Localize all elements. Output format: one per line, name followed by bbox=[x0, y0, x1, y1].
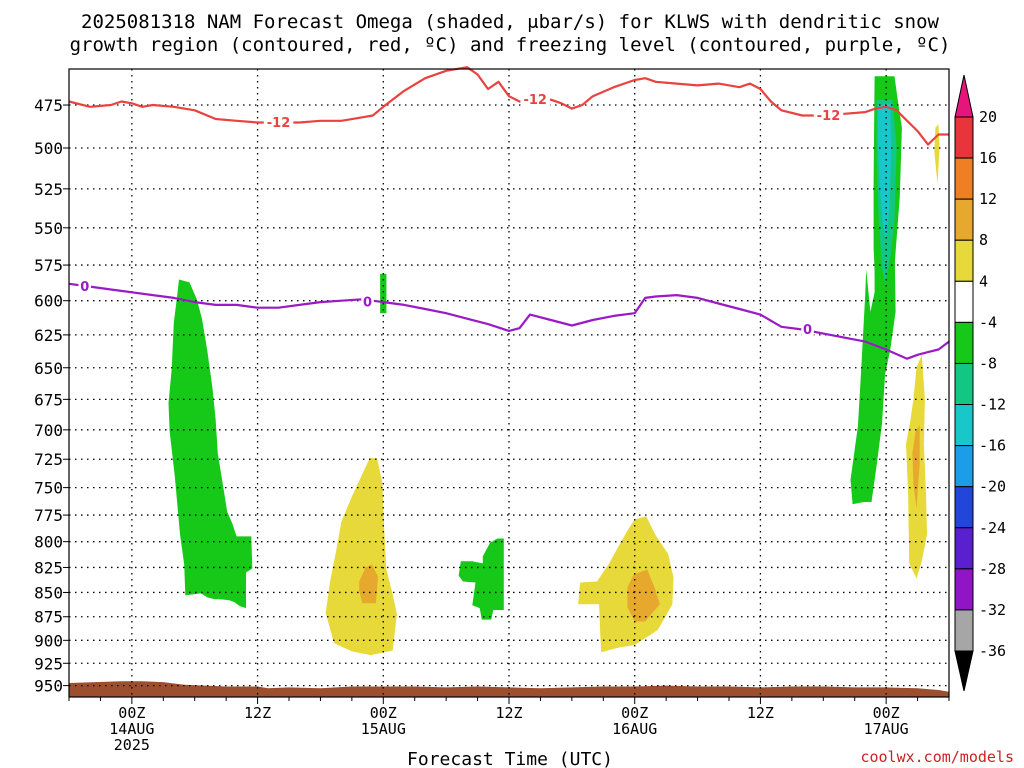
x-tick-label-0-2: 2025 bbox=[114, 736, 150, 754]
colorbar-swatch-9 bbox=[954, 486, 974, 529]
plot-frame bbox=[68, 68, 950, 698]
y-tick-label-500: 500 bbox=[34, 139, 63, 158]
axes: 475 500 525 550 575 600 625 650 675 700 725 750 775 8… bbox=[34, 68, 950, 754]
omega-region-8 bbox=[359, 564, 378, 604]
colorbar-swatch-12 bbox=[954, 609, 974, 652]
colorbar-swatch-11 bbox=[954, 568, 974, 611]
contour-label-bg-1-2 bbox=[801, 321, 814, 337]
y-tick-label-825: 825 bbox=[34, 558, 63, 577]
x-tick-label-3-0: 12Z bbox=[495, 704, 522, 722]
omega-region-0 bbox=[168, 279, 253, 609]
plot-area bbox=[69, 76, 949, 697]
y-tick-label-625: 625 bbox=[34, 326, 63, 345]
contour-label-bg-1-1 bbox=[361, 294, 374, 310]
colorbar-bottom-arrow bbox=[954, 650, 974, 692]
colorbar-swatch-6 bbox=[954, 362, 974, 406]
x-tick-label-6-0: 00Z bbox=[873, 704, 900, 722]
colorbar-level-0: 20 bbox=[979, 108, 997, 126]
x-tick-label-4-1: 16AUG bbox=[612, 720, 657, 738]
colorbar-level-3: 8 bbox=[979, 231, 988, 249]
y-tick-label-650: 650 bbox=[34, 359, 63, 378]
colorbar-level-8: -16 bbox=[979, 437, 1006, 455]
omega-region-7 bbox=[325, 458, 397, 656]
colorbar-swatch-3 bbox=[954, 239, 974, 282]
colorbar-level-11: -28 bbox=[979, 560, 1006, 578]
colorbar-swatch-1 bbox=[954, 157, 974, 200]
y-tick-label-725: 725 bbox=[34, 450, 63, 469]
colorbar-level-13: -36 bbox=[979, 642, 1006, 660]
terrain-fill bbox=[69, 681, 949, 697]
omega-region-13 bbox=[934, 124, 940, 185]
y-tick-label-575: 575 bbox=[34, 256, 63, 275]
contour-label-1-1: 0 bbox=[363, 296, 372, 311]
y-tick-label-600: 600 bbox=[34, 292, 63, 311]
colorbar-swatch-0 bbox=[954, 116, 974, 159]
colorbar-level-6: -8 bbox=[979, 354, 997, 372]
x-axis-label: Forecast Time (UTC) bbox=[407, 749, 613, 768]
colorbar-level-12: -32 bbox=[979, 601, 1006, 619]
colorbar-swatch-10 bbox=[954, 527, 974, 570]
x-tick-label-0-1: 14AUG bbox=[109, 720, 154, 738]
contour-label-0-2: -12 bbox=[817, 109, 841, 124]
colorbar-level-9: -20 bbox=[979, 478, 1006, 496]
colorbar-level-1: 16 bbox=[979, 149, 997, 167]
colorbar-level-4: 4 bbox=[979, 272, 988, 290]
colorbar-level-2: 12 bbox=[979, 190, 997, 208]
colorbar: 20 16 12 8 4 -4 -8 -12 -16 -20 -24 -28 -32 -36 bbox=[954, 74, 1006, 692]
y-tick-label-700: 700 bbox=[34, 421, 63, 440]
y-tick-label-850: 850 bbox=[34, 583, 63, 602]
contour-label-1-2: 0 bbox=[803, 323, 812, 338]
colorbar-swatch-2 bbox=[954, 198, 974, 241]
y-tick-label-750: 750 bbox=[34, 479, 63, 498]
contour-line-1 bbox=[68, 282, 950, 360]
y-tick-label-800: 800 bbox=[34, 533, 63, 552]
y-tick-label-675: 675 bbox=[34, 390, 63, 409]
credit-text: coolwx.com/models bbox=[860, 748, 1014, 766]
colorbar-level-7: -12 bbox=[979, 396, 1006, 414]
y-tick-label-550: 550 bbox=[34, 219, 63, 238]
omega-region-9 bbox=[578, 516, 674, 653]
contour-label-bg-1-0 bbox=[78, 278, 91, 294]
x-tick-label-1-0: 12Z bbox=[244, 704, 271, 722]
contour-label-0-1: -12 bbox=[523, 93, 547, 108]
contour-label-bg-0-0 bbox=[263, 114, 294, 130]
x-tick-label-2-1: 15AUG bbox=[361, 720, 406, 738]
x-tick-label-6-1: 17AUG bbox=[864, 720, 909, 738]
y-tick-label-475: 475 bbox=[34, 96, 63, 115]
y-tick-label-950: 950 bbox=[34, 677, 63, 696]
x-tick-label-0-0: 00Z bbox=[118, 704, 145, 722]
contour-lines: -12 -12 -12 0 0 0 bbox=[68, 66, 950, 360]
chart-title-line-1: 2025081318 NAM Forecast Omega (shaded, μ… bbox=[81, 11, 939, 33]
colorbar-swatch-8 bbox=[954, 445, 974, 488]
contour-label-bg-0-2 bbox=[813, 107, 844, 123]
colorbar-level-10: -24 bbox=[979, 519, 1006, 537]
x-tick-label-2-0: 00Z bbox=[370, 704, 397, 722]
colorbar-swatch-5 bbox=[954, 321, 974, 364]
omega-region-6 bbox=[877, 103, 892, 240]
chart-title-line-2: growth region (contoured, red, ºC) and f… bbox=[70, 34, 951, 56]
x-tick-label-4-0: 00Z bbox=[621, 704, 648, 722]
contour-label-0-0: -12 bbox=[267, 116, 291, 131]
colorbar-level-5: -4 bbox=[979, 313, 997, 331]
x-tick-label-5-0: 12Z bbox=[747, 704, 774, 722]
omega-region-2 bbox=[458, 538, 504, 620]
y-tick-label-875: 875 bbox=[34, 608, 63, 627]
contour-label-1-0: 0 bbox=[80, 280, 89, 295]
colorbar-top-arrow bbox=[954, 74, 974, 118]
contour-label-bg-0-1 bbox=[520, 91, 550, 107]
omega-region-12 bbox=[912, 425, 920, 509]
colorbar-swatch-7 bbox=[954, 404, 974, 447]
colorbar-swatch-4 bbox=[954, 280, 974, 323]
omega-region-10 bbox=[627, 569, 660, 622]
y-tick-label-925: 925 bbox=[34, 654, 63, 673]
y-tick-label-775: 775 bbox=[34, 506, 63, 525]
y-tick-label-525: 525 bbox=[34, 180, 63, 199]
y-tick-label-900: 900 bbox=[34, 631, 63, 650]
